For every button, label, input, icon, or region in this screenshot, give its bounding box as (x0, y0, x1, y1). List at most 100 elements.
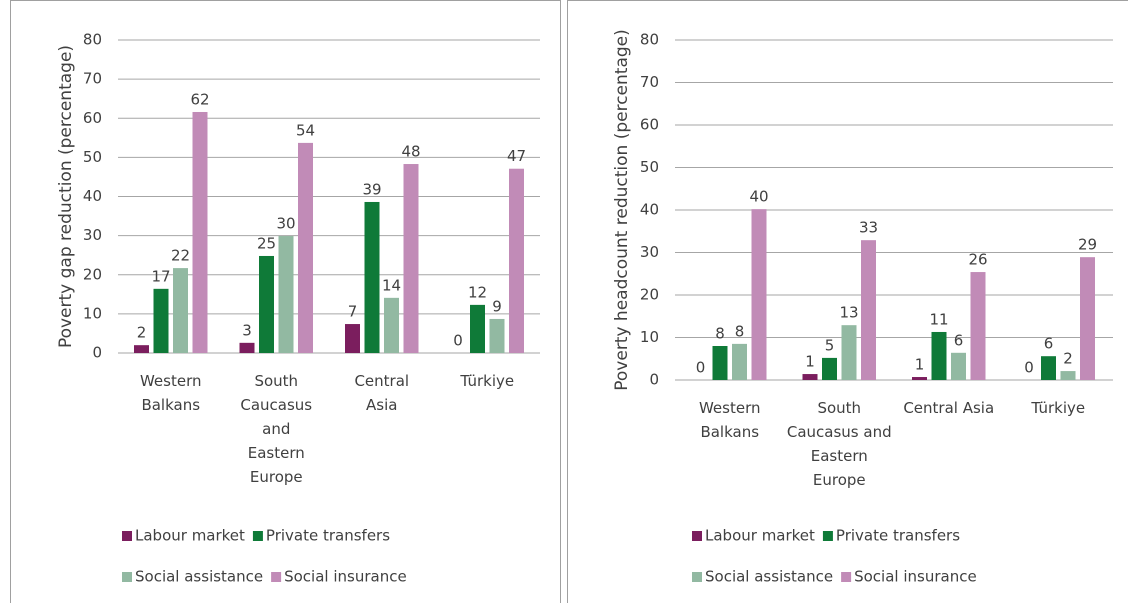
x-tick-label: South Caucasus and Eastern Europe (787, 399, 892, 489)
bar (732, 343, 747, 380)
x-tick-label-line: Western (140, 372, 202, 390)
bar (1080, 257, 1095, 380)
x-tick-label-line: Eastern (248, 444, 305, 462)
legend-swatch (841, 572, 852, 582)
data-label: 26 (968, 251, 987, 269)
bar (1060, 371, 1076, 380)
bar (912, 377, 927, 380)
legend-swatch (692, 572, 702, 582)
legend-swatch (122, 531, 132, 541)
data-label: 48 (401, 143, 420, 161)
data-label: 0 (453, 332, 463, 350)
bar (822, 357, 837, 380)
bar (751, 209, 767, 380)
y-tick-label: 0 (649, 371, 659, 389)
legend-swatch (252, 531, 263, 541)
data-label: 17 (151, 267, 170, 285)
y-tick-label: 50 (83, 148, 102, 166)
x-tick-label-line: South (817, 399, 861, 417)
data-label: 2 (137, 324, 147, 342)
data-label: 25 (257, 234, 276, 252)
data-label: 8 (715, 325, 725, 343)
x-tick-label-line: Central Asia (903, 399, 994, 417)
bar (153, 288, 169, 353)
legend-label: Social assistance (135, 568, 263, 586)
y-tick-label: 30 (83, 226, 102, 244)
data-label: 1 (915, 356, 925, 374)
bar (970, 272, 986, 380)
data-label: 0 (696, 359, 706, 377)
data-label: 2 (1063, 350, 1073, 368)
x-tick-label-line: and (262, 420, 290, 438)
y-tick-label: 60 (83, 109, 102, 127)
x-tick-label: South Caucasus and Eastern Europe (240, 372, 312, 486)
x-tick-label: Central Asia (903, 399, 994, 417)
data-label: 8 (735, 322, 745, 340)
x-tick-label-line: Central (354, 372, 409, 390)
bar (841, 325, 857, 380)
x-tick-label-line: Caucasus (240, 396, 312, 414)
y-axis-title: Poverty headcount reduction (percentage) (612, 29, 632, 391)
bar (509, 168, 524, 353)
data-label: 14 (382, 276, 401, 294)
y-tick-label: 20 (83, 265, 102, 283)
x-tick-label-line: Eastern (811, 447, 868, 465)
data-label: 0 (1024, 359, 1034, 377)
legend-label: Private transfers (836, 527, 960, 545)
bar (384, 297, 399, 353)
y-tick-label: 10 (83, 304, 102, 322)
x-tick-label-line: Western (699, 399, 761, 417)
legend-swatch (122, 572, 132, 582)
y-axis-title: Poverty gap reduction (percentage) (56, 45, 76, 348)
data-label: 6 (954, 331, 964, 349)
data-label: 29 (1078, 236, 1097, 254)
y-tick-label: 70 (83, 70, 102, 88)
data-label: 47 (507, 147, 526, 165)
y-tick-label: 20 (640, 286, 659, 304)
y-tick-label: 70 (640, 73, 659, 91)
bar (802, 374, 818, 380)
data-label: 12 (468, 283, 487, 301)
bar (173, 268, 188, 353)
bar (239, 342, 255, 353)
legend-label: Social insurance (854, 568, 977, 586)
bar (192, 111, 208, 354)
data-label: 54 (296, 121, 315, 139)
data-label: 7 (348, 303, 358, 321)
data-label: 1 (805, 353, 815, 371)
data-label: 6 (1044, 335, 1054, 353)
x-tick-label-line: Caucasus and (787, 423, 892, 441)
y-tick-label: 80 (83, 31, 102, 49)
bar (712, 346, 728, 380)
legend-label: Labour market (705, 527, 815, 545)
y-tick-label: 0 (92, 344, 102, 362)
panel-border (567, 0, 1128, 603)
bar (364, 201, 380, 353)
data-label: 9 (492, 297, 502, 315)
data-label: 30 (276, 215, 295, 233)
y-tick-label: 60 (640, 116, 659, 134)
data-label: 22 (171, 247, 190, 265)
legend-swatch (692, 531, 702, 541)
data-label: 62 (190, 90, 209, 108)
x-tick-label: Türkiye (1030, 399, 1085, 417)
x-tick-label-line: Europe (813, 471, 866, 489)
y-tick-label: 40 (640, 201, 659, 219)
data-label: 39 (362, 180, 381, 198)
y-tick-label: 50 (640, 158, 659, 176)
bar (345, 324, 360, 353)
bar (278, 236, 294, 353)
bar (403, 164, 419, 353)
panel-border (10, 0, 561, 603)
legend-label: Labour market (135, 527, 245, 545)
x-tick-label-line: Balkans (141, 396, 200, 414)
x-tick-label: Central Asia (354, 372, 409, 414)
legend-swatch (822, 531, 833, 541)
bar (951, 352, 966, 380)
bar (1041, 356, 1056, 380)
y-tick-label: 80 (640, 31, 659, 49)
x-tick-label-line: Türkiye (459, 372, 514, 390)
x-tick-label: Türkiye (459, 372, 514, 390)
